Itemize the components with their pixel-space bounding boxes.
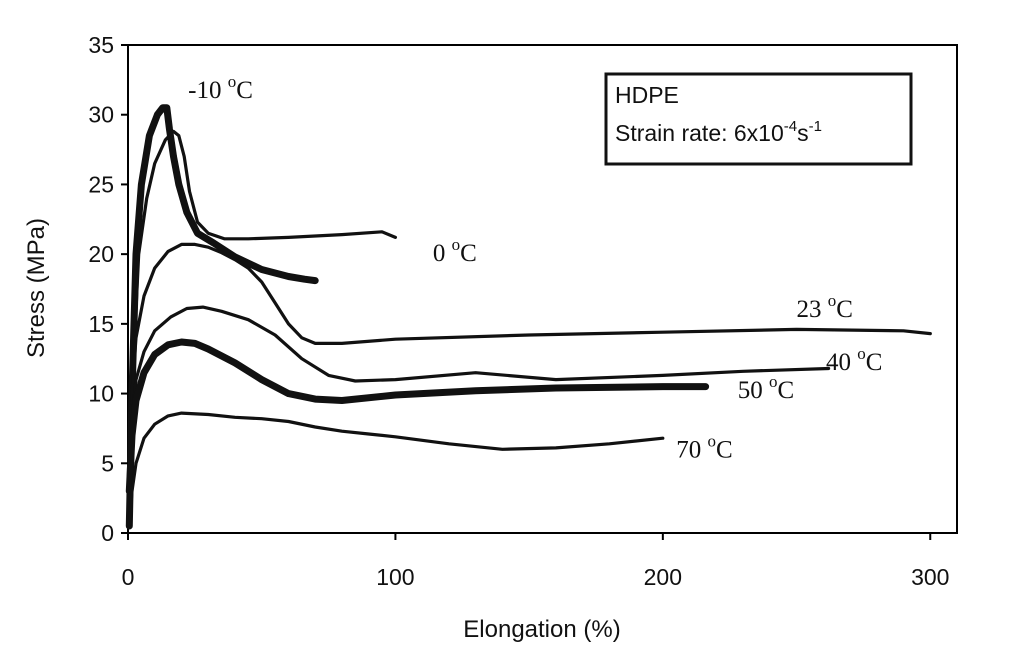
- series-label-temp: 40: [826, 349, 857, 376]
- strain-rate-prefix: Strain rate: 6x10: [615, 120, 784, 146]
- series-label: 40 oC: [826, 344, 882, 376]
- series-label-unit: C: [866, 349, 883, 376]
- y-tick-label: 0: [101, 520, 114, 546]
- series-label: 23 oC: [797, 291, 853, 323]
- curve-23c: [127, 242, 932, 479]
- series-label-temp: 50: [738, 377, 769, 404]
- series-label: -10 oC: [188, 72, 253, 104]
- ticks-layer: 0 5 10 15 20 25 30 35 0 100 200 300: [88, 32, 949, 590]
- x-tick-label: 200: [644, 564, 682, 590]
- strain-rate-unit-exponent: -1: [809, 118, 822, 135]
- series-label-temp: -10: [188, 77, 228, 104]
- series-label-degree: o: [769, 372, 778, 391]
- series-label-unit: C: [716, 437, 733, 464]
- series-label: 50 oC: [738, 372, 794, 404]
- series-label-degree: o: [228, 72, 237, 91]
- curve-70c: [127, 411, 665, 528]
- y-axis-title: Stress (MPa): [23, 218, 50, 358]
- annotation-box-border: [604, 72, 913, 166]
- curve-40c: [127, 305, 831, 479]
- annotation-box: HDPE Strain rate: 6x10-4s-1: [604, 72, 913, 166]
- curve-50c: [125, 338, 710, 495]
- y-tick-label: 10: [88, 381, 114, 407]
- curve--10c: [125, 104, 319, 530]
- series-label-degree: o: [707, 432, 716, 451]
- strain-rate-unit: s: [797, 120, 809, 146]
- x-tick-label: 0: [122, 564, 135, 590]
- y-tick-label: 15: [88, 311, 114, 337]
- x-axis-title: Elongation (%): [463, 616, 620, 643]
- series-label-degree: o: [828, 291, 837, 310]
- series-label-temp: 23: [797, 296, 828, 323]
- y-tick-label: 35: [88, 32, 114, 58]
- series-label-unit: C: [236, 77, 253, 104]
- y-tick-label: 25: [88, 171, 114, 197]
- y-tick-label: 5: [101, 450, 114, 476]
- curves-layer: [125, 104, 932, 530]
- x-tick-label: 300: [911, 564, 949, 590]
- x-tick-label: 100: [376, 564, 414, 590]
- series-label-unit: C: [777, 377, 794, 404]
- series-label-degree: o: [452, 235, 461, 254]
- series-label-degree: o: [857, 344, 866, 363]
- series-label: 70 oC: [676, 432, 732, 464]
- series-label-unit: C: [836, 296, 853, 323]
- plot-frame: [127, 44, 958, 534]
- curve-0c: [129, 129, 397, 493]
- series-label-temp: 0: [433, 240, 452, 267]
- strain-rate-label: Strain rate: 6x10-4s-1: [615, 118, 822, 146]
- material-label: HDPE: [615, 82, 679, 108]
- y-tick-label: 20: [88, 241, 114, 267]
- strain-rate-exponent: -4: [784, 118, 797, 135]
- series-label: 0 oC: [433, 235, 477, 267]
- y-tick-label: 30: [88, 102, 114, 128]
- series-label-temp: 70: [676, 437, 707, 464]
- plot-area-border: [127, 44, 958, 534]
- series-label-unit: C: [460, 240, 477, 267]
